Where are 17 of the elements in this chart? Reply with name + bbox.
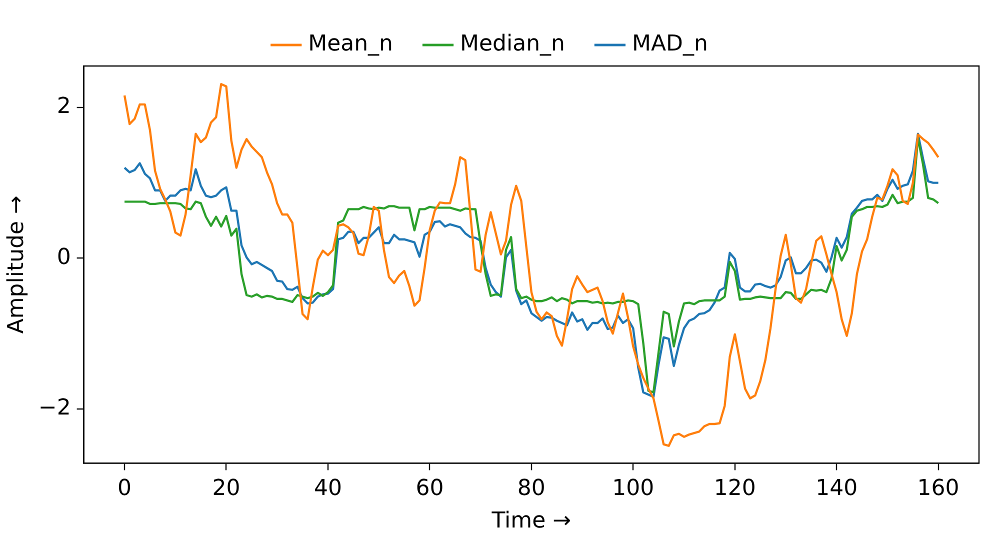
x-tick-label: 40	[314, 476, 342, 502]
y-tick-label: 0	[56, 244, 71, 270]
x-tick-label: 100	[612, 476, 654, 502]
legend-label: MAD_n	[632, 32, 708, 57]
x-tick-label: 0	[118, 476, 132, 502]
y-tick-label: 2	[56, 94, 71, 120]
y-axis-title: Amplitude →	[4, 196, 29, 334]
x-tick-label: 160	[917, 476, 960, 502]
x-tick-label: 140	[816, 476, 858, 502]
x-tick-label: 120	[714, 476, 756, 502]
legend-label: Median_n	[460, 32, 565, 57]
x-tick-label: 80	[517, 476, 546, 502]
legend-label: Mean_n	[308, 32, 394, 57]
x-axis-title: Time →	[490, 508, 572, 534]
y-tick-label: −2	[38, 396, 71, 421]
x-tick-label: 60	[416, 476, 444, 502]
x-tick-label: 20	[212, 476, 240, 502]
